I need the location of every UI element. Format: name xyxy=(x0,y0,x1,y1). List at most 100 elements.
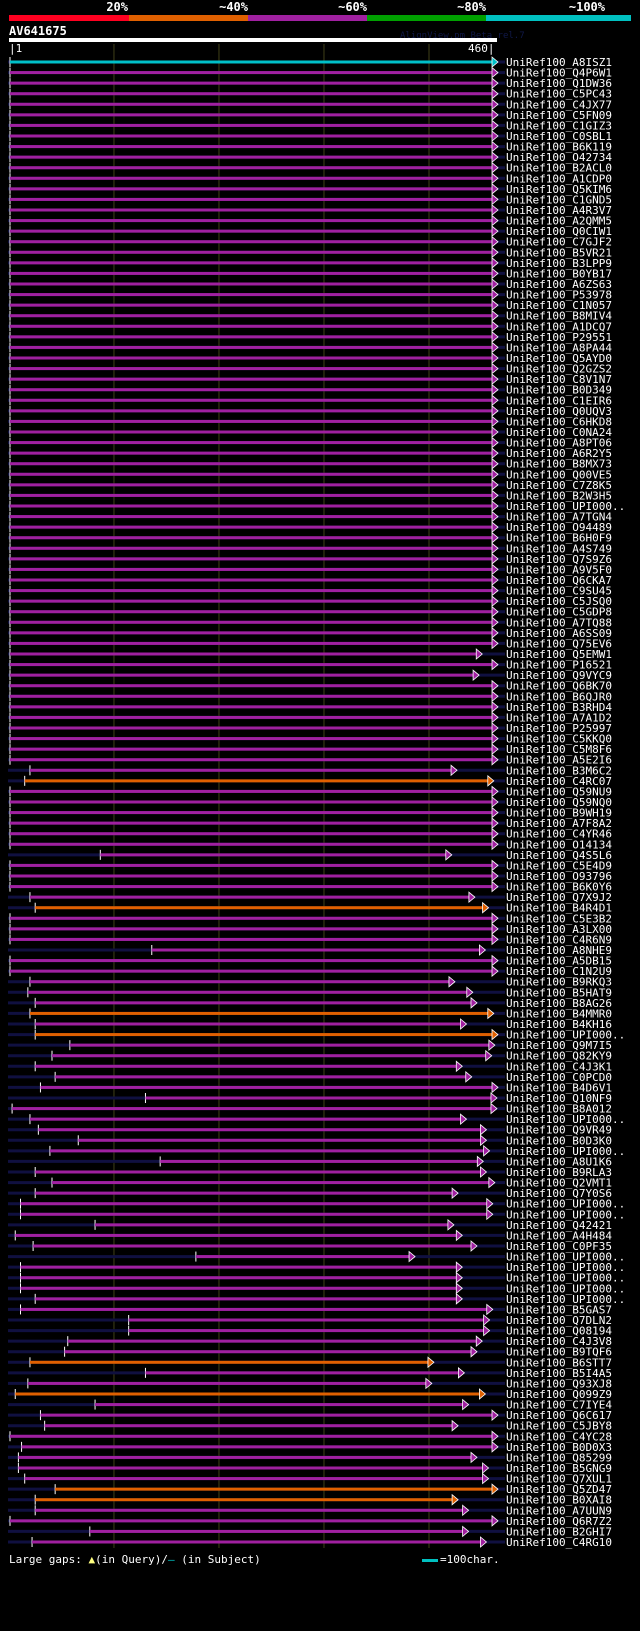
hit-bar[interactable] xyxy=(38,1128,481,1132)
hit-label[interactable]: UniRef100_B2GHI7 xyxy=(506,1525,612,1538)
hit-bar[interactable] xyxy=(10,863,492,867)
hit-label[interactable]: UniRef100_UPI000.. xyxy=(506,1198,625,1211)
hit-bar[interactable] xyxy=(10,271,492,275)
hit-bar[interactable] xyxy=(64,1350,471,1354)
hit-bar[interactable] xyxy=(10,335,492,339)
hit-label[interactable]: UniRef100_B4MMR0 xyxy=(506,1007,612,1020)
hit-label[interactable]: UniRef100_UPI000.. xyxy=(506,1208,625,1221)
hit-label[interactable]: UniRef100_O93796 xyxy=(506,870,612,883)
hit-label[interactable]: UniRef100_Q5ZD47 xyxy=(506,1483,612,1496)
hit-label[interactable]: UniRef100_A9V5F0 xyxy=(506,563,612,576)
hit-label[interactable]: UniRef100_B5VR21 xyxy=(506,246,612,259)
hit-label[interactable]: UniRef100_C0SBL1 xyxy=(506,130,612,143)
hit-label[interactable]: UniRef100_C4J3K1 xyxy=(506,1060,612,1073)
hit-bar[interactable] xyxy=(10,747,492,751)
hit-bar[interactable] xyxy=(35,1508,463,1512)
hit-bar[interactable] xyxy=(10,356,492,360)
hit-label[interactable]: UniRef100_UPI000.. xyxy=(506,1293,625,1306)
hit-bar[interactable] xyxy=(55,1487,492,1491)
hit-bar[interactable] xyxy=(10,525,492,529)
hit-bar[interactable] xyxy=(10,472,492,476)
hit-label[interactable]: UniRef100_Q85299 xyxy=(506,1451,612,1464)
hit-label[interactable]: UniRef100_C7GJF2 xyxy=(506,236,612,249)
hit-label[interactable]: UniRef100_P16521 xyxy=(506,659,612,672)
hit-label[interactable]: UniRef100_Q7XUL1 xyxy=(506,1473,612,1486)
hit-bar[interactable] xyxy=(24,1477,483,1481)
hit-label[interactable]: UniRef100_C1GIZ3 xyxy=(506,119,612,132)
hit-label[interactable]: UniRef100_Q00VE5 xyxy=(506,468,612,481)
hit-label[interactable]: UniRef100_C5JSQ0 xyxy=(506,595,612,608)
hit-bar[interactable] xyxy=(10,282,492,286)
hit-label[interactable]: UniRef100_B3M6C2 xyxy=(506,764,612,777)
hit-label[interactable]: UniRef100_Q6C617 xyxy=(506,1409,612,1422)
hit-label[interactable]: UniRef100_A4R3V7 xyxy=(506,204,612,217)
hit-bar[interactable] xyxy=(10,515,492,519)
hit-label[interactable]: UniRef100_A1DCQ7 xyxy=(506,320,612,333)
hit-label[interactable]: UniRef100_A4H484 xyxy=(506,1229,612,1242)
hit-label[interactable]: UniRef100_B8A012 xyxy=(506,1103,612,1116)
hit-bar[interactable] xyxy=(10,324,492,328)
hit-bar[interactable] xyxy=(32,1540,481,1544)
hit-label[interactable]: UniRef100_C4RC07 xyxy=(506,775,612,788)
hit-bar[interactable] xyxy=(160,1159,478,1163)
hit-label[interactable]: UniRef100_B0XAI8 xyxy=(506,1494,612,1507)
hit-bar[interactable] xyxy=(29,1360,428,1364)
hit-label[interactable]: UniRef100_C4YC28 xyxy=(506,1430,612,1443)
hit-label[interactable]: UniRef100_Q75EV6 xyxy=(506,637,612,650)
hit-bar[interactable] xyxy=(95,1403,463,1407)
hit-bar[interactable] xyxy=(10,800,492,804)
hit-bar[interactable] xyxy=(10,102,492,106)
hit-label[interactable]: UniRef100_C0NA24 xyxy=(506,426,612,439)
hit-bar[interactable] xyxy=(10,462,492,466)
hit-label[interactable]: UniRef100_Q6R7Z2 xyxy=(506,1515,612,1528)
hit-bar[interactable] xyxy=(10,874,492,878)
hit-bar[interactable] xyxy=(78,1138,481,1142)
hit-bar[interactable] xyxy=(10,842,492,846)
hit-bar[interactable] xyxy=(10,113,492,117)
hit-bar[interactable] xyxy=(10,631,492,635)
hit-label[interactable]: UniRef100_Q2GZS2 xyxy=(506,363,612,376)
hit-bar[interactable] xyxy=(52,1054,486,1058)
hit-label[interactable]: UniRef100_A7A1D2 xyxy=(506,711,612,724)
hit-label[interactable]: UniRef100_B4R4D1 xyxy=(506,902,612,915)
hit-label[interactable]: UniRef100_C5E4D9 xyxy=(506,859,612,872)
hit-label[interactable]: UniRef100_C1EIR6 xyxy=(506,394,612,407)
hit-label[interactable]: UniRef100_A8PT06 xyxy=(506,437,612,450)
hit-label[interactable]: UniRef100_B6H0F9 xyxy=(506,532,612,545)
hit-label[interactable]: UniRef100_B3LPP9 xyxy=(506,257,612,270)
hit-label[interactable]: UniRef100_B9RKQ3 xyxy=(506,976,612,989)
hit-bar[interactable] xyxy=(69,1043,489,1047)
hit-bar[interactable] xyxy=(10,367,492,371)
hit-label[interactable]: UniRef100_B3RHD4 xyxy=(506,701,612,714)
hit-bar[interactable] xyxy=(10,726,492,730)
hit-bar[interactable] xyxy=(10,504,492,508)
hit-label[interactable]: UniRef100_C4JX77 xyxy=(506,98,612,111)
hit-label[interactable]: UniRef100_Q6BK70 xyxy=(506,680,612,693)
hit-label[interactable]: UniRef100_C4YR46 xyxy=(506,828,612,841)
hit-bar[interactable] xyxy=(10,1519,492,1523)
hit-bar[interactable] xyxy=(10,493,492,497)
hit-label[interactable]: UniRef100_A8U1K6 xyxy=(506,1155,612,1168)
hit-label[interactable]: UniRef100_C0PCD0 xyxy=(506,1071,612,1084)
hit-bar[interactable] xyxy=(10,546,492,550)
hit-label[interactable]: UniRef100_C5KKQ0 xyxy=(506,733,612,746)
hit-label[interactable]: UniRef100_C1GND5 xyxy=(506,193,612,206)
hit-bar[interactable] xyxy=(10,419,492,423)
hit-bar[interactable] xyxy=(29,980,449,984)
hit-label[interactable]: UniRef100_Q10NF9 xyxy=(506,1092,612,1105)
hit-label[interactable]: UniRef100_A8NHE9 xyxy=(506,944,612,957)
hit-bar[interactable] xyxy=(10,345,492,349)
hit-label[interactable]: UniRef100_C1N2U9 xyxy=(506,965,612,978)
hit-label[interactable]: UniRef100_B0D349 xyxy=(506,384,612,397)
hit-bar[interactable] xyxy=(10,937,492,941)
hit-label[interactable]: UniRef100_Q2VMT1 xyxy=(506,1177,612,1190)
hit-bar[interactable] xyxy=(10,261,492,265)
hit-bar[interactable] xyxy=(10,832,492,836)
hit-bar[interactable] xyxy=(10,398,492,402)
hit-bar[interactable] xyxy=(20,1286,457,1290)
hit-label[interactable]: UniRef100_B9WH19 xyxy=(506,807,612,820)
hit-bar[interactable] xyxy=(10,314,492,318)
hit-label[interactable]: UniRef100_B8AG26 xyxy=(506,997,612,1010)
hit-label[interactable]: UniRef100_Q9VR49 xyxy=(506,1124,612,1137)
hit-label[interactable]: UniRef100_C6HKD8 xyxy=(506,415,612,428)
